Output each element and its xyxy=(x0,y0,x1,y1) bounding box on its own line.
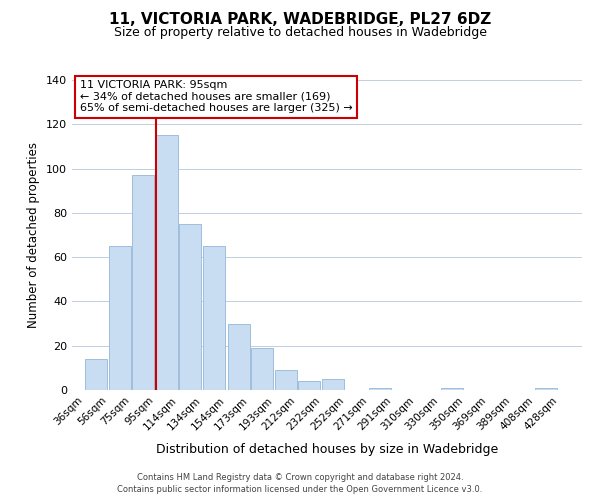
Bar xyxy=(85,359,107,390)
Bar xyxy=(369,388,391,390)
Bar xyxy=(227,324,250,390)
Text: 11 VICTORIA PARK: 95sqm
← 34% of detached houses are smaller (169)
65% of semi-d: 11 VICTORIA PARK: 95sqm ← 34% of detache… xyxy=(80,80,352,113)
Y-axis label: Number of detached properties: Number of detached properties xyxy=(28,142,40,328)
Bar xyxy=(298,381,320,390)
Text: Size of property relative to detached houses in Wadebridge: Size of property relative to detached ho… xyxy=(113,26,487,39)
Bar xyxy=(322,379,344,390)
Bar xyxy=(109,246,131,390)
Bar xyxy=(251,348,272,390)
Bar xyxy=(179,224,201,390)
Bar xyxy=(132,175,154,390)
Bar xyxy=(441,388,463,390)
Bar xyxy=(156,136,178,390)
Bar xyxy=(535,388,557,390)
Bar xyxy=(275,370,297,390)
X-axis label: Distribution of detached houses by size in Wadebridge: Distribution of detached houses by size … xyxy=(156,443,498,456)
Bar xyxy=(203,246,226,390)
Text: Contains HM Land Registry data © Crown copyright and database right 2024.
Contai: Contains HM Land Registry data © Crown c… xyxy=(118,472,482,494)
Text: 11, VICTORIA PARK, WADEBRIDGE, PL27 6DZ: 11, VICTORIA PARK, WADEBRIDGE, PL27 6DZ xyxy=(109,12,491,28)
